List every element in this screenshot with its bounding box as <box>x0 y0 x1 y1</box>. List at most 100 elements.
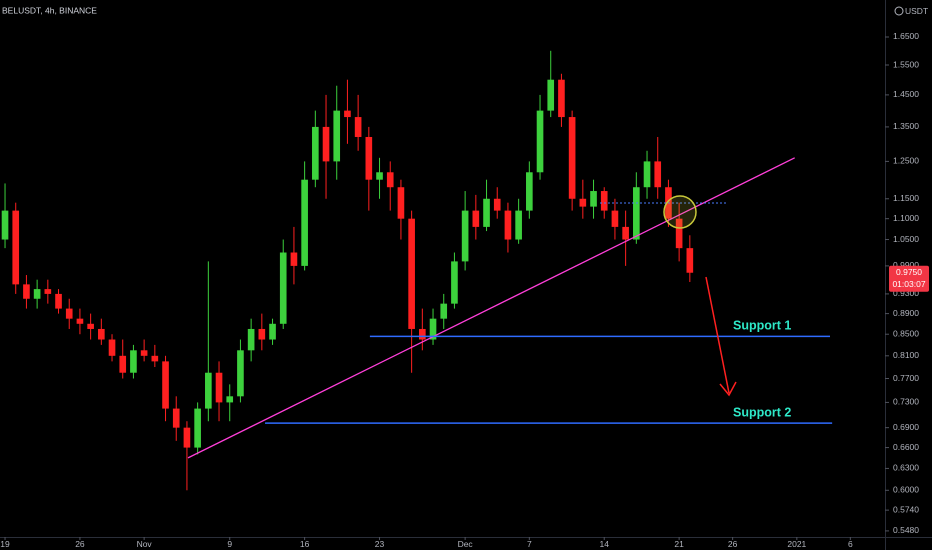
candle-body <box>269 323 276 340</box>
candle-body <box>643 161 651 188</box>
x-tick-label: 19 <box>0 539 10 549</box>
y-tick-label: 0.5480 <box>893 525 919 535</box>
y-tick-label: 0.6900 <box>893 422 919 432</box>
y-tick-label: 1.6500 <box>893 31 919 41</box>
x-tick-label: 26 <box>75 539 85 549</box>
x-tick-label: 14 <box>599 539 609 549</box>
candle-body <box>65 308 73 319</box>
candle-body <box>429 318 437 340</box>
candle-body <box>194 408 201 448</box>
candle-body <box>344 110 351 118</box>
x-tick-label: 2021 <box>787 539 806 549</box>
y-tick-label: 0.6000 <box>893 485 919 495</box>
candle-body <box>397 187 405 219</box>
y-tick-label: 0.7300 <box>893 397 919 407</box>
y-tick-label: 0.9900 <box>893 260 919 270</box>
candle-body <box>247 328 255 351</box>
y-tick-label: 0.5740 <box>893 504 919 514</box>
y-tick-label: 0.7700 <box>893 373 919 383</box>
x-tick-label: 6 <box>848 539 853 549</box>
candle-body <box>183 427 191 448</box>
candle-body <box>87 323 94 329</box>
highlight-circle <box>663 195 697 229</box>
candle-body <box>108 339 116 356</box>
candle-body <box>12 210 20 285</box>
y-tick-label: 1.1000 <box>893 213 919 223</box>
candle-body <box>354 117 362 137</box>
x-tick-label: Dec <box>458 539 474 549</box>
candle-body <box>461 210 469 262</box>
candle-body <box>526 172 533 211</box>
candle-body <box>579 198 587 207</box>
candle-body <box>440 303 448 319</box>
candle-body <box>237 350 244 397</box>
currency-icon <box>894 6 904 16</box>
candle-body <box>226 396 234 403</box>
candle-body <box>472 210 480 227</box>
candle-body <box>493 198 501 211</box>
y-tick-label: 0.9300 <box>893 288 919 298</box>
candle-body <box>600 191 608 211</box>
y-tick-label: 0.8900 <box>893 308 919 318</box>
candle-body <box>515 210 522 240</box>
candle-body <box>536 110 544 173</box>
candle-body <box>205 372 212 409</box>
candle-body <box>386 172 394 188</box>
candle-body <box>686 248 694 273</box>
candle-body <box>130 350 137 373</box>
y-tick-label: 0.6300 <box>893 463 919 473</box>
y-tick-label: 1.1500 <box>893 193 919 203</box>
y-tick-label: 1.5500 <box>893 59 919 69</box>
candle-body <box>162 361 169 409</box>
candle-body <box>365 136 373 180</box>
candle-body <box>408 218 415 329</box>
arrow-head <box>719 381 737 397</box>
candle-body <box>568 117 576 199</box>
candle-body <box>258 328 266 340</box>
x-tick-label: 26 <box>728 539 738 549</box>
candle-body <box>279 252 287 324</box>
candle-body <box>504 210 512 240</box>
last-price-label: 0.9750 <box>896 267 922 277</box>
last-price-box <box>889 265 929 292</box>
arrow-shaft <box>705 276 730 394</box>
candle-body <box>611 210 619 227</box>
candle-body <box>98 328 105 340</box>
symbol-title: BELUSDT, 4h, BINANCE <box>2 5 97 15</box>
x-tick-label: Nov <box>137 539 153 549</box>
y-tick-label: 1.0500 <box>893 234 919 244</box>
candle-body <box>140 350 148 356</box>
y-tick-label: 0.8100 <box>893 350 919 360</box>
candle-body <box>622 226 629 240</box>
candle-body <box>322 126 330 162</box>
candle-body <box>172 408 180 428</box>
candle-body <box>654 161 662 188</box>
y-tick-label: 1.3500 <box>893 121 919 131</box>
candle-body <box>312 126 319 180</box>
candle-body <box>301 179 308 266</box>
candle-body <box>419 328 426 340</box>
candle-body <box>290 252 298 266</box>
x-tick-label: 9 <box>227 539 232 549</box>
candle-body <box>483 198 490 227</box>
plot-area <box>1 50 833 491</box>
candle-body <box>44 289 52 294</box>
x-tick-label: 7 <box>527 539 532 549</box>
candle-body <box>376 172 383 180</box>
x-tick-label: 16 <box>300 539 310 549</box>
candle-body <box>333 110 341 162</box>
y-tick-label: 1.2500 <box>893 156 919 166</box>
candle-body <box>76 318 84 324</box>
x-tick-label: 21 <box>674 539 684 549</box>
y-tick-label: 0.6600 <box>893 442 919 452</box>
candle-body <box>451 261 458 304</box>
y-tick-label: 0.8500 <box>893 328 919 338</box>
candle-body <box>633 187 640 240</box>
candle-body <box>23 284 30 299</box>
countdown-label: 01:03:07 <box>892 279 925 289</box>
candle-body <box>675 218 683 249</box>
x-tick-label: 23 <box>375 539 385 549</box>
